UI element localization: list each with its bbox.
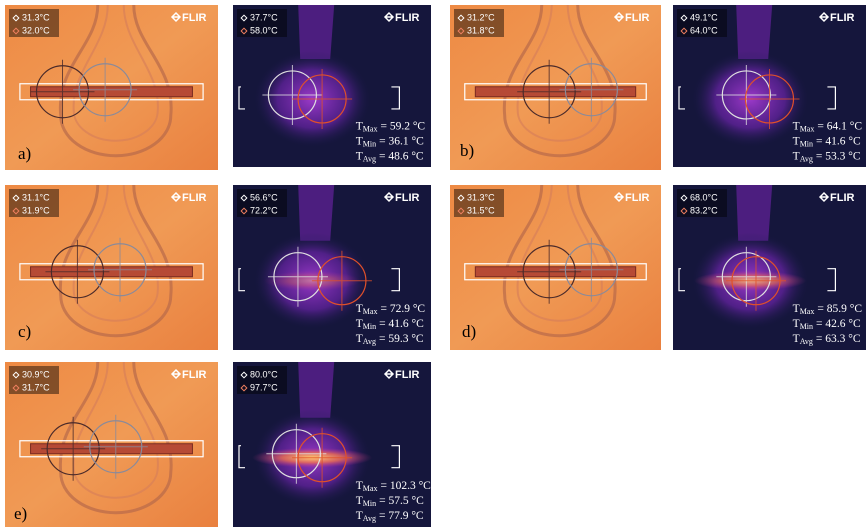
reading: 97.7°C	[250, 382, 278, 392]
stat-value: = 63.3 °C	[816, 332, 861, 344]
stat-subscript: Min	[363, 139, 376, 148]
stat-value: = 59.2 °C	[380, 120, 425, 132]
stat-value: = 57.5 °C	[379, 494, 424, 506]
stat-value: = 36.1 °C	[379, 135, 424, 147]
reading: 49.1°C	[690, 12, 718, 22]
reading: 80.0°C	[250, 369, 278, 379]
logo: FLIR	[182, 12, 206, 24]
stat-symbol: T	[356, 509, 363, 521]
stat-subscript: Max	[363, 124, 378, 133]
stat-subscript: Avg	[363, 337, 376, 346]
reading: 30.9°C	[22, 369, 50, 379]
stem	[298, 362, 334, 418]
stat-subscript: Avg	[363, 514, 376, 523]
reading: 31.1°C	[22, 192, 50, 202]
stat-subscript: Avg	[800, 154, 813, 163]
stat-subscript: Avg	[800, 337, 813, 346]
panel-label: a)	[18, 144, 31, 163]
stat-symbol: T	[356, 135, 363, 147]
reading: 72.2°C	[250, 205, 278, 215]
figure: 31.3°C32.0°CFLIRa)37.7°C58.0°CFLIRTMax= …	[0, 0, 866, 529]
stat-value: = 102.3 °C	[380, 479, 431, 491]
reading: 56.6°C	[250, 192, 278, 202]
stat-value: = 48.6 °C	[379, 150, 424, 162]
stat-symbol: T	[356, 120, 363, 132]
stat-subscript: Min	[363, 322, 376, 331]
logo: FLIR	[830, 192, 854, 204]
stat-subscript: Min	[363, 499, 376, 508]
reading: 31.3°C	[467, 192, 495, 202]
stem	[736, 5, 772, 59]
stat-subscript: Avg	[363, 154, 376, 163]
reading: 31.8°C	[467, 25, 495, 35]
stat-value: = 59.3 °C	[379, 332, 424, 344]
reading: 31.7°C	[22, 382, 50, 392]
stat-symbol: T	[793, 120, 800, 132]
stat-symbol: T	[356, 332, 363, 344]
logo: FLIR	[395, 12, 419, 24]
stat-subscript: Min	[800, 139, 813, 148]
reading: 68.0°C	[690, 192, 718, 202]
stem	[298, 185, 334, 241]
reading: 31.5°C	[467, 205, 495, 215]
logo: FLIR	[182, 192, 206, 204]
reading: 31.3°C	[22, 12, 50, 22]
logo: FLIR	[625, 12, 649, 24]
stat-subscript: Min	[800, 322, 813, 331]
stem	[298, 5, 334, 59]
stat-subscript: Max	[363, 484, 378, 493]
logo: FLIR	[182, 369, 206, 381]
logo: FLIR	[395, 192, 419, 204]
reading: 37.7°C	[250, 12, 278, 22]
stat-subscript: Max	[800, 124, 815, 133]
logo: FLIR	[830, 12, 854, 24]
stat-subscript: Max	[800, 307, 815, 316]
stat-value: = 64.1 °C	[817, 120, 862, 132]
stat-value: = 77.9 °C	[379, 509, 424, 521]
stat-value: = 53.3 °C	[816, 150, 861, 162]
reading: 32.0°C	[22, 25, 50, 35]
stat-symbol: T	[356, 317, 363, 329]
stat-symbol: T	[356, 494, 363, 506]
stat-symbol: T	[793, 302, 800, 314]
panel-label: b)	[460, 141, 474, 160]
reading: 31.9°C	[22, 205, 50, 215]
stat-symbol: T	[793, 135, 800, 147]
reading: 83.2°C	[690, 205, 718, 215]
stat-symbol: T	[793, 332, 800, 344]
stat-symbol: T	[793, 150, 800, 162]
panel-label: e)	[14, 504, 27, 523]
logo: FLIR	[625, 192, 649, 204]
stat-symbol: T	[356, 302, 363, 314]
panel-label: d)	[462, 322, 476, 341]
stat-value: = 72.9 °C	[380, 302, 425, 314]
reading: 31.2°C	[467, 12, 495, 22]
stem	[736, 185, 772, 241]
stat-subscript: Max	[363, 307, 378, 316]
reading: 64.0°C	[690, 25, 718, 35]
reading: 58.0°C	[250, 25, 278, 35]
stat-value: = 41.6 °C	[816, 135, 861, 147]
stat-symbol: T	[356, 479, 363, 491]
stat-value: = 41.6 °C	[379, 317, 424, 329]
stat-value: = 42.6 °C	[816, 317, 861, 329]
stat-value: = 85.9 °C	[817, 302, 862, 314]
panel-label: c)	[18, 322, 31, 341]
stat-symbol: T	[793, 317, 800, 329]
stat-symbol: T	[356, 150, 363, 162]
logo: FLIR	[395, 369, 419, 381]
